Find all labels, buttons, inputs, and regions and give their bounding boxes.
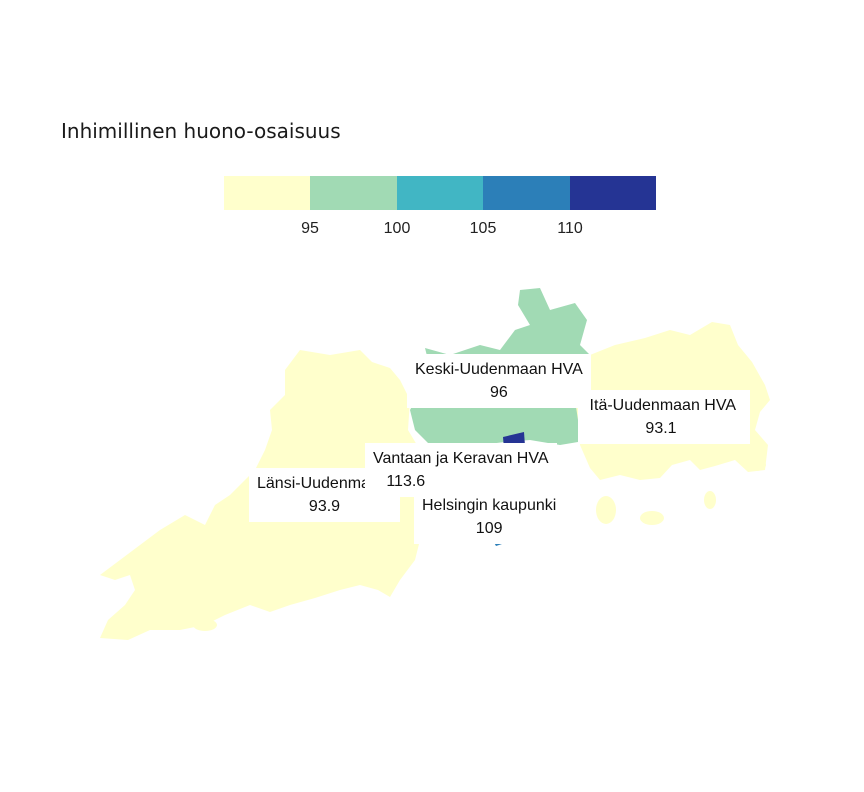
label-keski-uusimaa: Keski-Uudenmaan HVA 96	[407, 354, 591, 408]
label-helsinki-value: 109	[475, 520, 503, 537]
island-ita-2	[640, 511, 664, 525]
map-title: Inhimillinen huono-osaisuus	[61, 119, 341, 143]
legend-tick-110: 110	[557, 220, 583, 237]
legend-swatch-1	[224, 176, 311, 210]
legend-swatch-4	[483, 176, 570, 210]
legend-tick-105: 105	[469, 220, 497, 237]
label-ita-name: Itä-Uudenmaan HVA	[589, 397, 736, 414]
island-ita-3	[704, 491, 716, 509]
label-vantaa-value: 113.6	[386, 473, 426, 490]
label-vantaa-kerava: Vantaan ja Keravan HVA 113.6	[365, 443, 557, 497]
label-helsinki: Helsingin kaupunki 109	[414, 490, 565, 544]
island-ita-4	[746, 459, 766, 471]
label-lansi-value: 93.9	[308, 498, 341, 515]
legend-swatch-5	[569, 176, 657, 210]
label-helsinki-name: Helsingin kaupunki	[422, 497, 557, 514]
label-ita-value: 93.1	[645, 420, 677, 437]
island-lansi-1	[286, 584, 314, 600]
legend-swatch-3	[396, 176, 484, 210]
label-lansi-name: Länsi-Uudenmaan HVA	[257, 475, 400, 492]
legend-swatch-2	[310, 176, 397, 210]
island-lansi-2	[193, 619, 217, 631]
legend-tick-100: 100	[383, 220, 411, 237]
color-legend	[224, 176, 657, 210]
legend-tick-95: 95	[301, 220, 319, 237]
label-keski-value: 96	[489, 384, 508, 401]
label-keski-name: Keski-Uudenmaan HVA	[415, 361, 583, 378]
island-ita-1	[596, 496, 616, 524]
label-ita-uusimaa: Itä-Uudenmaan HVA 93.1	[578, 390, 750, 444]
label-vantaa-name: Vantaan ja Keravan HVA	[373, 450, 549, 467]
